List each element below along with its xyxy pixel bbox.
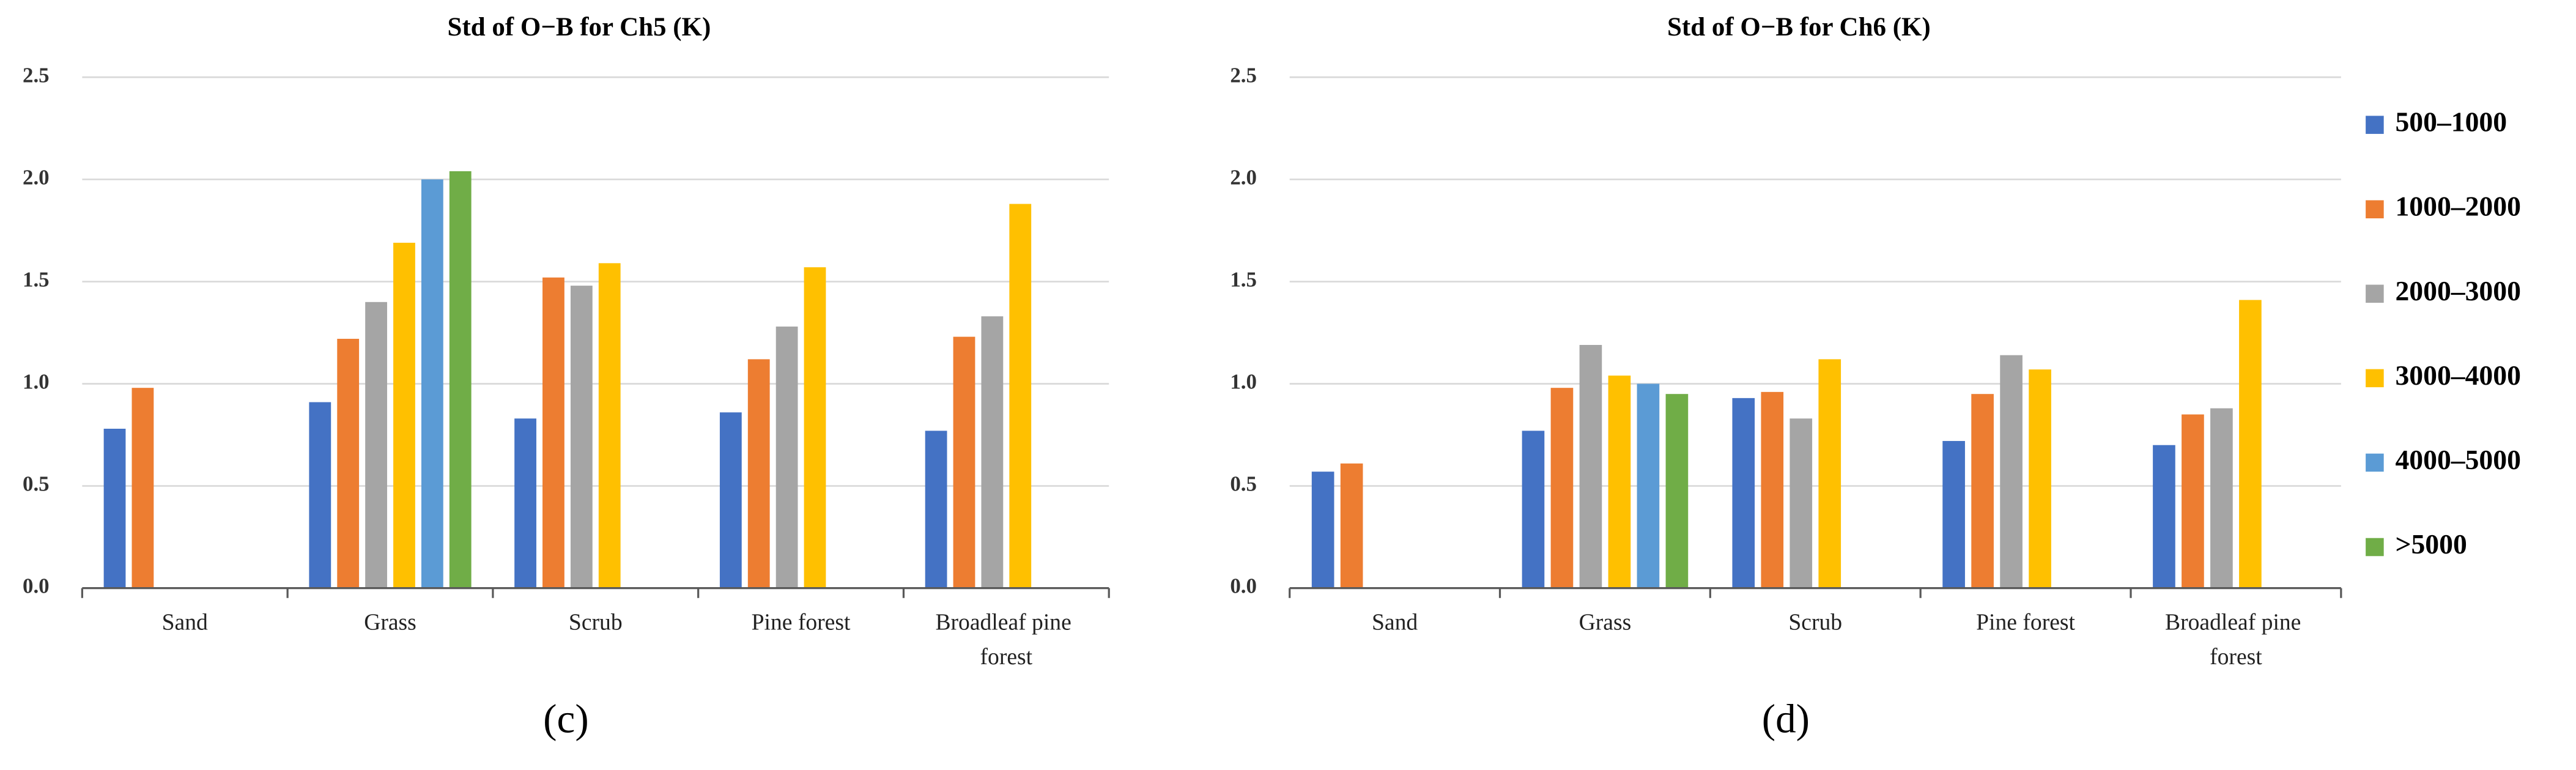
y-tick-label: 0.0 (23, 574, 50, 598)
y-tick-label: 1.5 (1230, 267, 1257, 291)
bar (131, 388, 154, 588)
bar (2153, 445, 2175, 588)
x-tick-label: Broadleaf pine forest (2165, 609, 2307, 669)
x-tick-label: Pine forest (752, 609, 851, 635)
y-tick-label: 1.5 (23, 267, 50, 291)
bar (2239, 300, 2262, 588)
bar (1790, 418, 1813, 588)
y-tick-label: 2.0 (23, 165, 50, 189)
y-tick-label: 0.5 (23, 472, 50, 496)
x-tick-label: Broadleaf pine forest (935, 609, 1077, 669)
bar (365, 302, 387, 588)
bar (514, 418, 536, 588)
bar (449, 171, 472, 588)
bar (103, 429, 126, 588)
y-tick-label: 1.0 (23, 370, 50, 394)
legend-swatch (2366, 453, 2384, 472)
y-tick-label: 1.0 (1230, 370, 1257, 394)
chart-title: Std of O−B for Ch5 (K) (448, 13, 711, 42)
y-tick-label: 0.5 (1230, 472, 1257, 496)
bar (1009, 204, 1032, 588)
bar (1732, 398, 1755, 588)
x-tick-label: Scrub (569, 609, 623, 635)
bar (1942, 441, 1965, 588)
bar (981, 316, 1004, 588)
bar (570, 286, 593, 588)
bar (1761, 391, 1784, 588)
bar (309, 402, 331, 588)
panel-caption: (d) (1762, 695, 1810, 741)
x-tick-label: Sand (162, 609, 208, 635)
legend-swatch (2366, 200, 2384, 218)
legend-swatch (2366, 369, 2384, 388)
x-tick-label: Grass (364, 609, 416, 635)
x-tick-label: Pine forest (1976, 609, 2075, 635)
bar (1311, 472, 1334, 588)
bar (542, 277, 564, 588)
bar (2182, 414, 2204, 588)
legend-swatch (2366, 538, 2384, 557)
legend-label: 1000–2000 (2395, 191, 2520, 222)
x-tick-label: Sand (1372, 609, 1418, 635)
bar (1818, 359, 1841, 588)
bar (925, 431, 947, 588)
bar (2210, 408, 2233, 588)
panel-caption: (c) (543, 695, 589, 741)
y-tick-label: 2.5 (1230, 63, 1257, 87)
bar (804, 267, 826, 588)
y-tick-label: 2.0 (1230, 165, 1257, 189)
bar (775, 326, 798, 588)
legend-swatch (2366, 284, 2384, 303)
bar (1637, 383, 1660, 588)
bar (337, 338, 360, 588)
bar (393, 242, 415, 588)
legend-label: 2000–3000 (2395, 275, 2520, 306)
x-tick-label: Scrub (1788, 609, 1842, 635)
chart-title: Std of O−B for Ch6 (K) (1667, 13, 1931, 42)
legend-label: 4000–5000 (2395, 444, 2520, 475)
bar (1971, 394, 1994, 588)
x-tick-label: Grass (1579, 609, 1632, 635)
legend-label: 3000–4000 (2395, 360, 2520, 391)
bar (1579, 344, 1602, 588)
bar (1665, 394, 1689, 588)
y-tick-label: 2.5 (23, 63, 50, 87)
bar (598, 263, 621, 588)
y-tick-label: 0.0 (1230, 574, 1257, 598)
bar (747, 359, 770, 588)
bar (1340, 463, 1363, 588)
legend-label: >5000 (2395, 528, 2467, 560)
bar (2029, 369, 2051, 588)
bar (1550, 388, 1574, 588)
bar (1522, 431, 1545, 588)
legend-label: 500–1000 (2395, 106, 2507, 138)
bar (719, 412, 742, 588)
bar (1608, 376, 1631, 588)
bar (953, 336, 975, 588)
legend-swatch (2366, 116, 2384, 134)
bar (421, 179, 443, 588)
bar (2000, 355, 2023, 588)
